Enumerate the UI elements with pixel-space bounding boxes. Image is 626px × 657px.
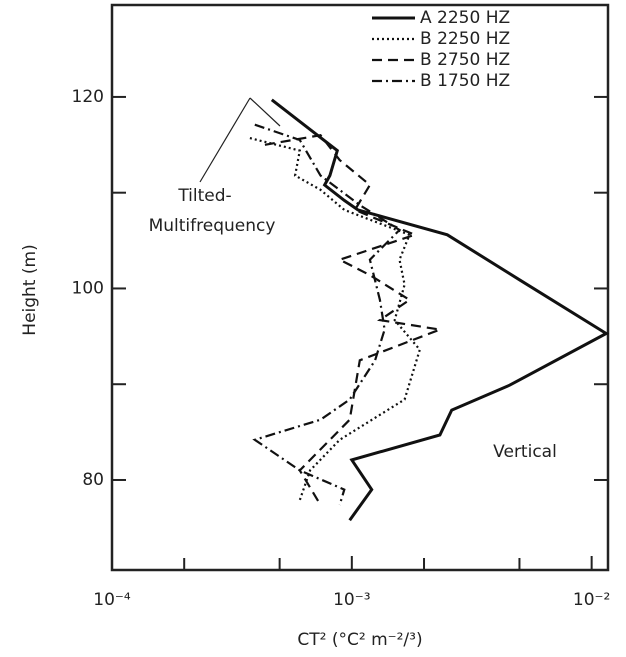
leader-line [199,97,251,183]
annotation: Multifrequency [149,216,276,236]
x-axis-label: CT² (°C² m⁻²/³) [297,630,422,650]
series-line [264,134,445,506]
x-tick-label: 10⁻² [573,590,610,610]
x-tick-label: 10⁻³ [333,590,370,610]
annotation: Vertical [493,442,557,462]
y-axis-label: Height (m) [20,244,40,335]
legend-label: B 1750 HZ [420,71,510,91]
series-line [249,137,422,501]
annotation: Tilted- [177,186,231,206]
y-tick-label: 120 [72,87,104,107]
legend-label: B 2250 HZ [420,29,510,49]
series-line [270,98,610,522]
leader-line [249,97,281,127]
legend-label: B 2750 HZ [420,50,510,70]
y-tick-label: 80 [82,470,104,490]
legend-label: A 2250 HZ [420,8,510,28]
series-line [252,123,402,506]
x-tick-label: 10⁻⁴ [93,590,131,610]
y-tick-label: 100 [72,278,104,298]
